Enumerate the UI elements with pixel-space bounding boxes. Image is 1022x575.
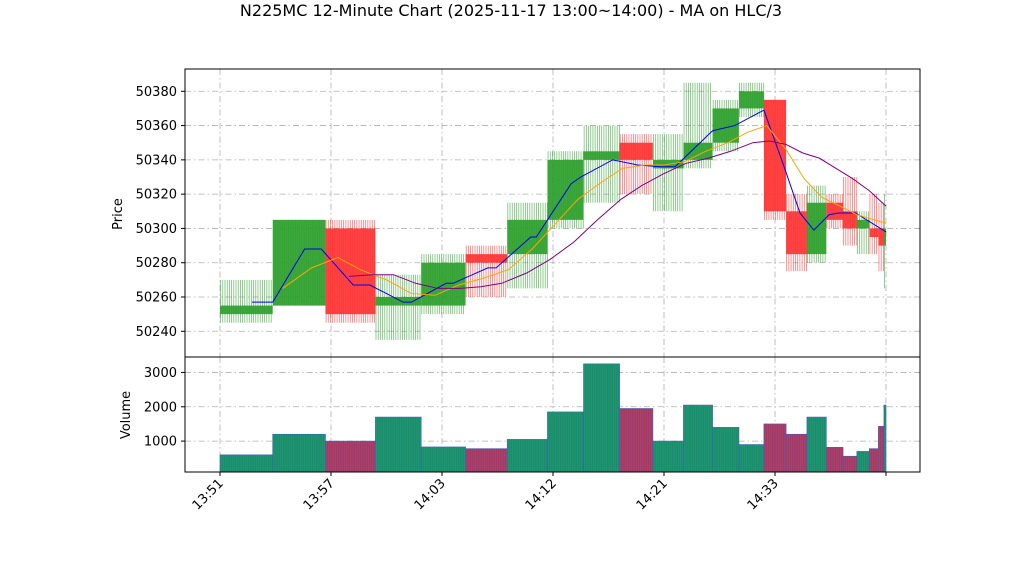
volume-bar-stripes	[684, 405, 712, 472]
candle-wick	[683, 82, 711, 169]
volume-bar	[652, 440, 684, 473]
volume-bar-stripes	[807, 417, 827, 472]
candle-body	[856, 219, 870, 229]
candle-body	[583, 151, 620, 160]
volume-tick-label: 2000	[144, 400, 177, 415]
volume-bar	[842, 455, 858, 473]
volume-bar-stripes	[653, 441, 683, 472]
candle-wick	[653, 134, 683, 212]
price-candles	[220, 82, 886, 340]
candle-wick	[220, 279, 272, 323]
candle-body	[878, 228, 884, 246]
price-tick-label: 50260	[136, 291, 177, 306]
volume-bar-stripes	[827, 447, 844, 472]
volume-bar	[375, 416, 422, 473]
price-tick-label: 50380	[136, 85, 177, 100]
candle-body	[507, 219, 548, 255]
volume-axis-label: Volume	[119, 391, 134, 439]
candle-wick	[375, 274, 421, 340]
x-tick-label: 14:12	[523, 476, 560, 513]
candle-body	[421, 262, 466, 306]
candle-body	[325, 228, 376, 315]
candle-body	[806, 202, 827, 255]
candle-body	[272, 219, 326, 306]
volume-bar-stripes	[273, 434, 325, 472]
volume-bar	[420, 446, 466, 473]
x-tick-label: 13:51	[190, 476, 227, 513]
price-axis-label: Price	[111, 198, 126, 230]
moving-average-line	[349, 140, 887, 289]
volume-bar-stripes	[548, 411, 582, 472]
x-tick-label: 13:57	[301, 476, 338, 513]
moving-average-lines	[251, 109, 887, 303]
price-tick-label: 50240	[136, 325, 177, 340]
volume-bar-stripes	[870, 448, 878, 472]
volume-bar-stripes	[422, 446, 465, 472]
moving-average-line	[282, 124, 887, 296]
price-tick-label: 50340	[136, 153, 177, 168]
volume-bar-stripes	[620, 408, 652, 472]
candle-body	[465, 254, 508, 263]
candle-body	[375, 297, 422, 306]
volume-bar-stripes	[376, 417, 421, 472]
volume-bar	[878, 426, 885, 473]
volume-bar	[712, 427, 740, 473]
volume-bar-stripes	[843, 456, 856, 472]
candle-body	[826, 202, 843, 220]
price-tick-label: 50280	[136, 256, 177, 271]
volume-bar-stripes	[326, 441, 376, 472]
candle-body	[763, 99, 787, 212]
candle-wick	[869, 194, 877, 255]
price-tick-label: 50300	[136, 222, 177, 237]
moving-average-line	[251, 109, 887, 303]
price-tick-label: 50360	[136, 119, 177, 134]
volume-panel: 1000 2000 3000 Volume	[119, 356, 921, 473]
x-tick-label: 14:21	[634, 476, 671, 513]
volume-bar-stripes	[764, 423, 786, 472]
price-y-axis: 50240 50260 50280 50300 50320 50340 50360 50380	[136, 85, 185, 340]
candle-body	[619, 142, 653, 160]
candle-body	[547, 159, 584, 220]
x-tick-label: 14:03	[412, 476, 449, 513]
candle-body	[220, 305, 273, 315]
volume-bar-stripes	[857, 451, 870, 472]
volume-bar-stripes	[508, 439, 547, 472]
candle-body	[883, 228, 886, 246]
volume-bar	[856, 451, 870, 473]
volume-tick-label: 1000	[144, 435, 177, 450]
candle-wick	[857, 211, 869, 255]
volume-bar-stripes	[739, 444, 763, 472]
candle-body	[683, 142, 713, 160]
volume-bar-stripes	[787, 434, 806, 472]
volume-tick-label: 3000	[144, 366, 177, 381]
volume-bar-stripes	[584, 363, 619, 472]
volume-bar	[325, 440, 376, 473]
volume-bar-stripes	[466, 448, 507, 472]
candle-body	[738, 91, 764, 109]
volume-y-axis: 1000 2000 3000	[144, 366, 185, 450]
candle-body	[786, 211, 807, 255]
volume-bars	[219, 363, 887, 473]
chart-title: N225MC 12-Minute Chart (2025-11-17 13:00…	[240, 1, 782, 20]
volume-bar-stripes	[713, 427, 739, 472]
volume-bar-stripes	[879, 426, 883, 472]
price-panel: 50240 50260 50280 50300 50320 50340 50360 50380…	[111, 68, 921, 358]
price-tick-label: 50320	[136, 188, 177, 203]
time-x-axis: 13:51 13:57 14:03 14:12 14:21 14:33	[190, 472, 887, 513]
volume-bar-stripes	[220, 454, 273, 472]
candle-wick	[465, 245, 507, 297]
x-tick-label: 14:33	[745, 476, 782, 513]
candle-body	[842, 211, 857, 229]
candle-body	[869, 228, 879, 237]
